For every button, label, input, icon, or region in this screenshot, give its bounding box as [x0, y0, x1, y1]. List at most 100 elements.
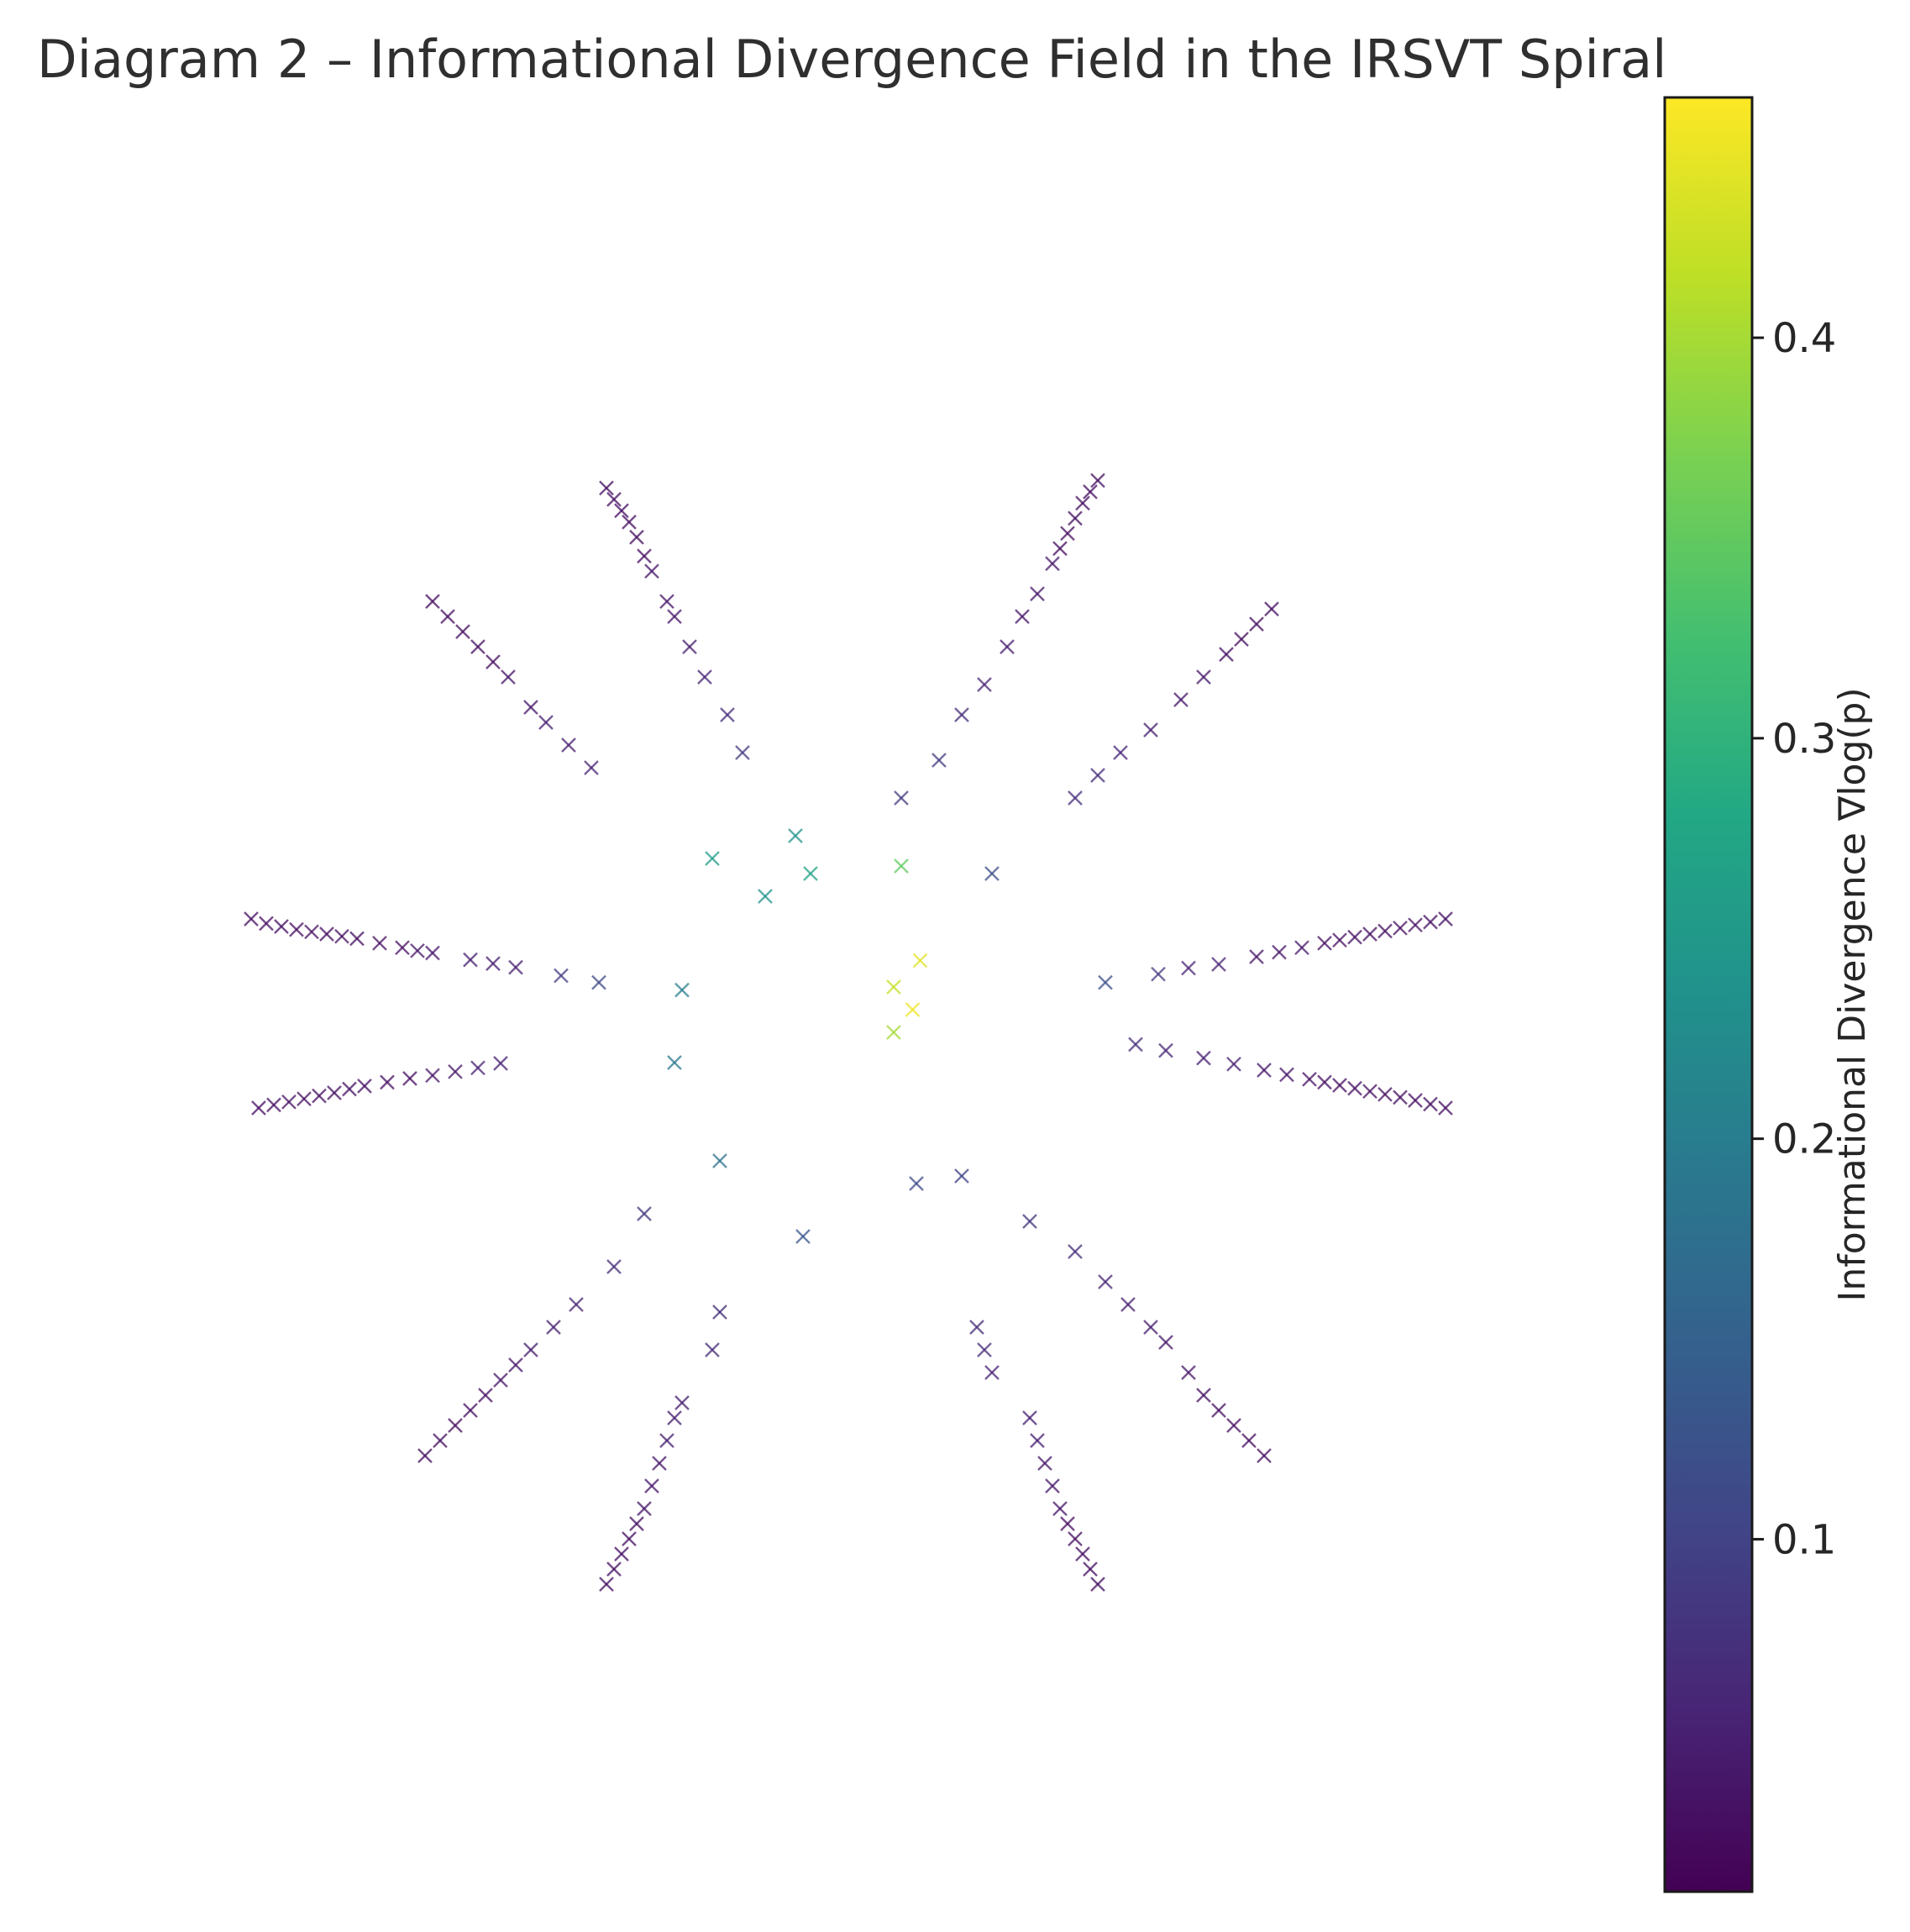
scatter-point: [1068, 511, 1083, 526]
scatter-point: [402, 1071, 417, 1086]
scatter-point: [1317, 1074, 1332, 1090]
colorbar-gradient: [1663, 96, 1754, 1893]
scatter-point: [470, 639, 485, 654]
scatter-point: [674, 1395, 690, 1410]
scatter-point: [1037, 1456, 1052, 1471]
scatter-point: [1272, 944, 1287, 960]
scatter-point: [803, 866, 818, 881]
scatter-point: [1219, 647, 1234, 662]
scatter-point: [977, 1342, 992, 1357]
scatter-point: [463, 952, 478, 968]
scatter-point: [1060, 526, 1075, 541]
scatter-point: [644, 564, 659, 579]
scatter-point: [1068, 1244, 1083, 1259]
scatter-point: [697, 669, 712, 685]
scatter-point: [281, 1094, 296, 1110]
scatter-point: [1068, 790, 1083, 806]
scatter-point: [1226, 1418, 1241, 1433]
scatter-point: [478, 1388, 493, 1403]
scatter-point: [1045, 556, 1060, 571]
scatter-point: [1362, 1084, 1377, 1100]
scatter-point: [886, 979, 901, 995]
scatter-point: [1226, 1056, 1241, 1072]
scatter-point: [629, 529, 644, 545]
scatter-point: [931, 753, 947, 768]
scatter-point: [894, 790, 909, 806]
scatter-point: [758, 889, 773, 904]
scatter-point: [327, 1085, 342, 1100]
scatter-point: [1211, 957, 1226, 972]
scatter-point: [1302, 1071, 1317, 1087]
scatter-point: [1068, 1531, 1083, 1546]
scatter-point: [1075, 1546, 1090, 1562]
scatter-point: [1362, 927, 1377, 942]
scatter-point: [659, 594, 674, 609]
scatter-point: [735, 745, 750, 760]
scatter-point: [644, 1478, 659, 1494]
scatter-point: [591, 974, 606, 990]
scatter-point: [1090, 1577, 1105, 1592]
scatter-point: [614, 503, 629, 518]
scatter-point: [440, 609, 455, 624]
colorbar: 0.1 0.2 0.3 0.4 Informational Divergence ∇l…: [1663, 96, 1874, 1893]
scatter-point: [508, 959, 523, 975]
scatter-point: [334, 928, 349, 944]
scatter-point: [410, 942, 425, 958]
scatter-point: [501, 669, 516, 685]
scatter-point: [667, 1055, 682, 1070]
scatter-point: [1128, 1037, 1143, 1053]
scatter-point: [712, 1153, 727, 1168]
scatter-point: [954, 1168, 969, 1184]
scatter-point: [622, 1531, 637, 1546]
scatter-point: [1241, 1433, 1257, 1448]
scatter-point: [425, 1068, 440, 1084]
scatter-point: [1377, 1086, 1393, 1102]
scatter-point: [1083, 484, 1098, 500]
scatter-point: [523, 700, 538, 715]
scatter-point: [342, 1081, 357, 1097]
chart-title: Diagram 2 – Informational Divergence Fie…: [37, 29, 1666, 90]
scatter-point: [1347, 1080, 1362, 1096]
scatter-point: [1151, 966, 1166, 982]
scatter-point: [905, 1002, 921, 1017]
scatter-point: [425, 594, 440, 609]
scatter-point: [795, 1229, 811, 1244]
scatter-point: [357, 1079, 372, 1094]
scatter-point: [1196, 1388, 1211, 1403]
scatter-point: [637, 549, 652, 564]
colorbar-label: Informational Divergence ∇log(p): [1831, 687, 1874, 1301]
scatter-point: [1098, 974, 1113, 990]
scatter-point: [1393, 1089, 1408, 1105]
scatter-point: [561, 738, 576, 753]
scatter-point: [554, 968, 569, 984]
scatter-point: [667, 1410, 682, 1425]
scatter-point: [1332, 1078, 1347, 1093]
scatter-point: [1143, 722, 1158, 738]
scatter-point: [244, 911, 259, 927]
scatter-point: [614, 1546, 629, 1562]
scatter-point: [470, 1060, 485, 1076]
scatter-point: [599, 480, 614, 496]
scatter-point: [1022, 1214, 1037, 1229]
scatter-point: [977, 677, 992, 692]
scatter-point: [886, 1025, 901, 1040]
scatter-point: [538, 715, 554, 730]
scatter-point: [1015, 609, 1030, 624]
scatter-point: [705, 1342, 720, 1357]
scatter-point: [659, 1433, 674, 1448]
scatter-point: [1075, 496, 1090, 511]
scatter-point: [1022, 1410, 1037, 1425]
scatter-point: [1045, 1478, 1060, 1494]
scatter-point: [705, 851, 720, 866]
scatter-point: [1052, 541, 1068, 556]
scatter-point: [652, 1456, 667, 1471]
scatter-point: [1143, 1320, 1158, 1335]
scatter-point: [1317, 935, 1332, 951]
scatter-point: [312, 1088, 327, 1104]
scatter-point: [485, 956, 501, 971]
scatter-point: [289, 921, 304, 937]
scatter-point: [1408, 917, 1423, 933]
scatter-point: [1158, 1335, 1173, 1350]
